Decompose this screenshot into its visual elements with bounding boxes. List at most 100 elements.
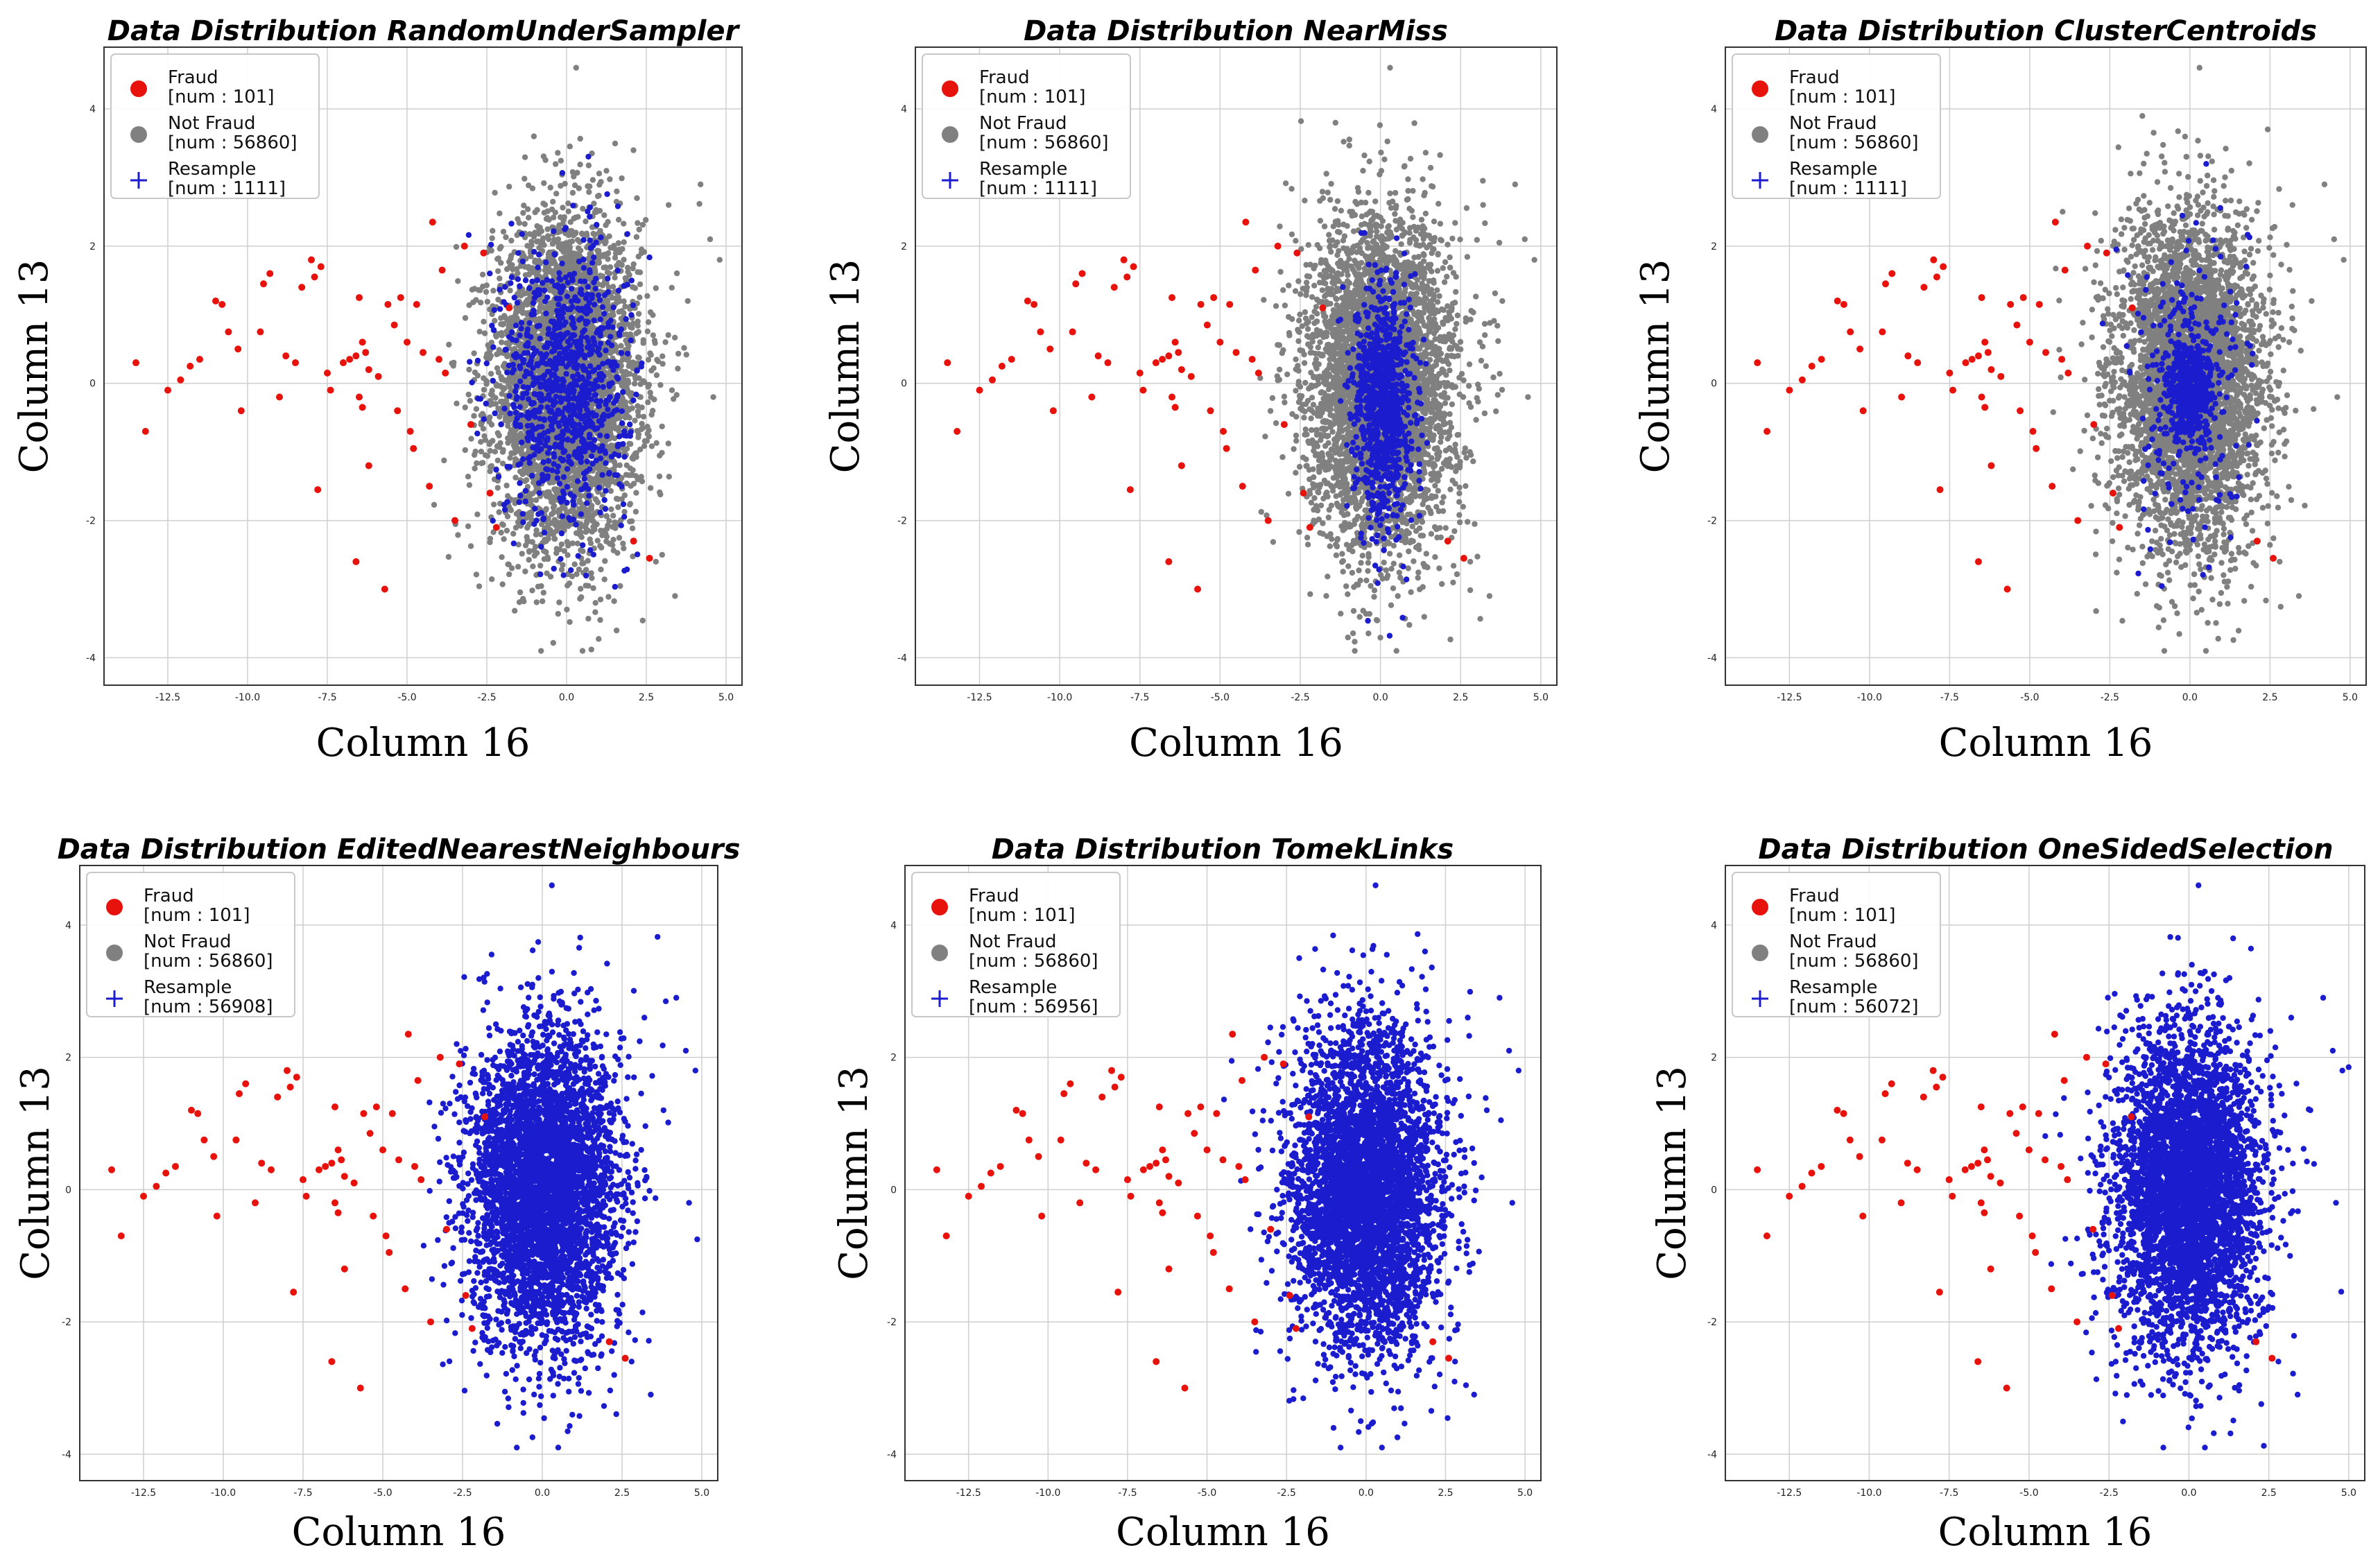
scatter-point	[620, 389, 626, 395]
scatter-point	[587, 540, 594, 546]
scatter-point	[574, 169, 580, 176]
scatter-point	[534, 443, 540, 449]
scatter-point	[532, 230, 538, 236]
scatter-point	[494, 430, 501, 436]
scatter-point	[526, 538, 532, 544]
scatter-point	[606, 518, 612, 524]
scatter-point	[481, 330, 488, 336]
scatter-point	[564, 539, 570, 545]
scatter-point	[471, 451, 478, 458]
scatter-point	[607, 394, 613, 400]
scatter-point	[514, 266, 520, 272]
scatter-point	[610, 284, 616, 290]
scatter-point	[533, 377, 540, 384]
scatter-point	[632, 375, 639, 382]
scatter-point	[552, 522, 559, 528]
scatter-point	[526, 271, 533, 278]
scatter-point	[598, 389, 605, 396]
scatter-point	[625, 268, 631, 275]
scatter-point	[542, 157, 549, 163]
scatter-point	[564, 279, 571, 286]
scatter-point	[613, 495, 620, 502]
scatter-point	[508, 565, 515, 571]
scatter-point	[500, 320, 507, 327]
scatter-point	[605, 275, 611, 282]
scatter-point	[541, 209, 547, 216]
scatter-point	[579, 648, 586, 654]
scatter-point	[628, 277, 635, 284]
scatter-point	[501, 501, 508, 508]
scatter-point	[465, 232, 472, 238]
scatter-point	[522, 470, 529, 476]
scatter-point	[592, 609, 598, 615]
scatter-point	[635, 329, 641, 335]
scatter-point	[514, 394, 520, 400]
scatter-point	[621, 508, 628, 515]
scatter-point	[462, 315, 469, 321]
scatter-point	[508, 237, 515, 244]
scatter-point	[512, 322, 519, 329]
scatter-point	[653, 372, 660, 379]
scatter-point	[495, 268, 501, 275]
scatter-point	[544, 449, 551, 456]
scatter-point	[503, 482, 510, 489]
scatter-point	[653, 285, 659, 291]
scatter-point	[517, 589, 524, 596]
scatter-point	[683, 352, 689, 358]
scatter-point	[588, 396, 594, 402]
scatter-point	[587, 245, 594, 251]
scatter-point	[533, 599, 540, 605]
scatter-point	[567, 144, 573, 150]
scatter-point	[530, 463, 537, 470]
scatter-point	[581, 327, 588, 334]
scatter-point	[592, 382, 598, 388]
scatter-point	[580, 542, 586, 549]
scatter-point	[534, 277, 540, 284]
scatter-point	[573, 522, 579, 528]
scatter-point	[545, 458, 552, 464]
scatter-point	[519, 231, 525, 237]
scatter-point	[560, 474, 567, 481]
scatter-point	[541, 180, 547, 187]
scatter-point	[472, 369, 478, 376]
scatter-point	[483, 400, 489, 407]
scatter-point	[596, 352, 603, 358]
scatter-point	[556, 270, 562, 276]
scatter-point	[587, 363, 594, 370]
scatter-point	[567, 244, 573, 251]
scatter-point	[623, 445, 630, 452]
scatter-point	[562, 274, 569, 281]
scatter-point	[465, 391, 472, 398]
scatter-point	[576, 526, 583, 532]
scatter-point	[635, 220, 641, 226]
scatter-point	[521, 221, 528, 227]
scatter-point	[522, 568, 528, 575]
scatter-point	[524, 477, 530, 483]
scatter-point	[571, 173, 577, 180]
scatter-point	[570, 516, 576, 523]
scatter-point	[547, 574, 554, 580]
scatter-point	[532, 506, 538, 512]
scatter-point	[611, 598, 617, 604]
scatter-point	[623, 462, 630, 469]
scatter-point	[535, 424, 542, 430]
scatter-point	[507, 506, 513, 512]
scatter-point	[529, 278, 535, 285]
scatter-point	[552, 261, 558, 268]
scatter-point	[592, 600, 598, 606]
scatter-point	[640, 413, 647, 420]
scatter-point	[541, 417, 548, 423]
scatter-point	[665, 332, 671, 338]
scatter-point	[555, 463, 562, 470]
scatter-point	[530, 563, 536, 569]
scatter-point	[620, 374, 626, 380]
scatter-point	[603, 488, 609, 494]
scatter-point	[631, 381, 638, 387]
scatter-point	[518, 447, 524, 454]
scatter-point	[551, 251, 558, 257]
scatter-point	[480, 283, 486, 290]
scatter-point	[521, 350, 528, 356]
scatter-point	[538, 242, 544, 248]
scatter-point	[621, 239, 627, 246]
scatter-point	[567, 619, 573, 626]
